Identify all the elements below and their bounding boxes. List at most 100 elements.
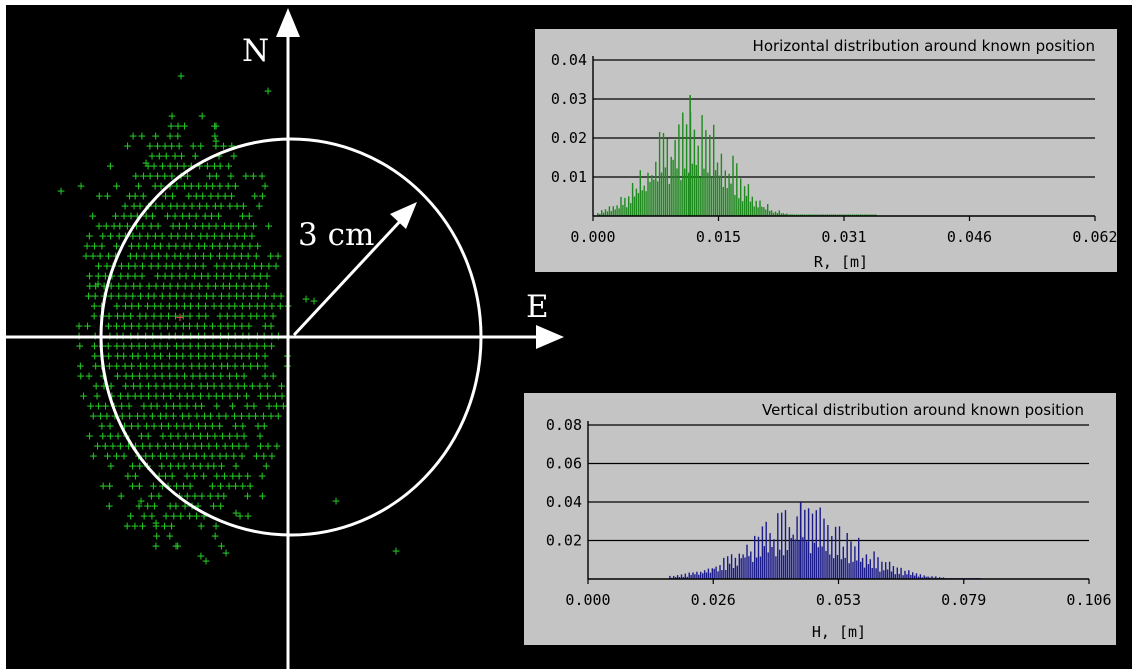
scatter-point: + [176,389,184,404]
scatter-point: + [149,319,157,334]
scatter-plot: + ++ ++ ++ + + + + ++ + + ++ + + + + + ++ + + ++ + + ++ ++ + + ++ + +… [6,8,564,669]
scatter-point: + [151,499,159,514]
scatter-point: + [191,489,199,504]
scatter-point: + [105,309,113,324]
scatter-point: + [161,139,169,154]
scatter-point: + [174,229,182,244]
scatter-point: + [213,439,221,454]
scatter-point: + [168,139,176,154]
scatter-point: + [193,319,201,334]
scatter-point: + [117,269,125,284]
scatter-point: + [103,409,111,424]
scatter-point: + [197,519,205,534]
scatter-point: + [235,469,243,484]
scatter-point: + [123,519,131,534]
scatter-point: + [91,239,99,254]
scatter-point: + [195,359,203,374]
scatter-point: + [201,209,209,224]
scatter-point: + [113,449,121,464]
scatter-point: + [213,469,221,484]
scatter-point: + [248,379,256,394]
scatter-point: + [135,479,143,494]
scatter-point: + [183,469,191,484]
scatter-point: + [190,429,198,444]
scatter-point: + [217,199,225,214]
scatter-point: + [162,149,170,164]
scatter-point: + [143,319,151,334]
scatter-point: + [131,389,139,404]
scatter-point: + [263,379,271,394]
scatter-point: + [235,439,243,454]
scatter-point: + [129,479,137,494]
scatter-point: + [269,309,277,324]
scatter-point: + [262,279,270,294]
scatter-point: + [142,239,150,254]
scatter-point: + [268,299,276,314]
scatter-point: + [128,369,136,384]
scatter-point: + [129,289,137,304]
scatter-point: + [148,449,156,464]
scatter-point: + [221,219,229,234]
scatter-point: + [167,389,175,404]
scatter-point: + [254,359,262,374]
scatter-point: + [107,289,115,304]
scatter-point: + [157,409,165,424]
scatter-point: + [86,429,94,444]
scatter-point: + [176,269,184,284]
scatter-point: + [121,419,129,434]
scatter-point: + [272,399,280,414]
scatter-point: + [222,546,230,561]
scatter-point: + [248,279,256,294]
scatter-point: + [247,359,255,374]
scatter-point: + [161,269,169,284]
scatter-point: + [173,369,181,384]
scatter-point: + [277,289,285,304]
scatter-point: + [224,359,232,374]
scatter-point: + [176,399,184,414]
scatter-point: + [205,219,213,234]
scatter-point: + [126,189,134,204]
scatter-point: + [117,389,125,404]
scatter-point: + [145,279,153,294]
scatter-point: + [166,129,174,144]
scatter-point: + [94,439,102,454]
scatter-point: + [273,439,281,454]
scatter-point: + [143,369,151,384]
scatter-point: + [187,179,195,194]
scatter-point: + [332,494,340,509]
scatter-point: + [260,449,268,464]
scatter-point: + [212,269,220,284]
scatter-point: + [128,239,136,254]
scatter-point: + [198,269,206,284]
scatter-point: + [186,449,194,464]
scatter-point: + [175,139,183,154]
scatter-point: + [213,399,221,414]
scatter-point: + [179,209,187,224]
scatter-point: + [154,269,162,284]
scatter-point: + [250,219,258,234]
scatter-point: + [128,339,136,354]
scatter-point: + [265,259,273,274]
scatter-point: + [210,229,218,244]
scatter-point: + [77,179,85,194]
scatter-point: + [216,309,224,324]
scatter-point: + [176,259,184,274]
scatter-point: + [262,459,270,474]
scatter-point: + [165,299,173,314]
scatter-point: + [191,219,199,234]
y-tick-label: 0.03 [551,90,587,108]
scatter-point: + [105,359,113,374]
scatter-point: + [229,469,237,484]
scatter-point: + [228,259,236,274]
scatter-point: + [95,399,103,414]
scatter-point: + [173,339,181,354]
scatter-point: + [129,349,137,364]
scatter-point: + [218,229,226,244]
scatter-point: + [121,359,129,374]
scatter-point: + [219,279,227,294]
scatter-point: + [212,279,220,294]
scatter-point: + [233,429,241,444]
scatter-point: + [185,209,193,224]
scatter-point: + [218,289,226,304]
scatter-point: + [177,509,185,524]
